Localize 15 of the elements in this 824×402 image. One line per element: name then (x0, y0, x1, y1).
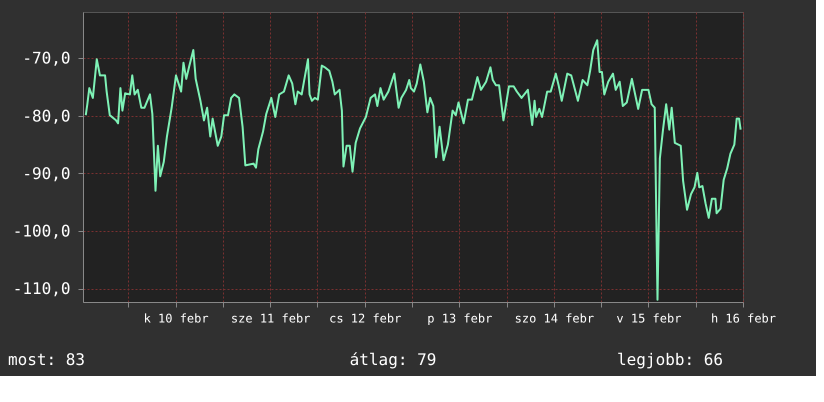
y-tick-label: -70,0 (22, 48, 70, 68)
x-tick-label: k 10 febr (144, 312, 209, 326)
text: átlag: 79 (350, 350, 436, 369)
x-tick-label: cs 12 febr (329, 312, 402, 326)
x-tick-label: p 13 febr (427, 312, 492, 326)
y-tick-label: -110,0 (12, 279, 70, 298)
x-tick-label: v 15 febr (616, 312, 682, 326)
x-tick-label: h 16 febr (710, 312, 776, 326)
text: most: 83 (8, 350, 86, 369)
text: legjobb: 66 (617, 350, 723, 369)
y-tick-label: -90,0 (22, 164, 70, 183)
x-tick-label: szo 14 febr (514, 312, 594, 326)
y-tick-label: -100,0 (12, 222, 70, 241)
x-tick-label: sze 11 febr (230, 312, 310, 326)
y-tick-label: -80,0 (22, 106, 70, 126)
